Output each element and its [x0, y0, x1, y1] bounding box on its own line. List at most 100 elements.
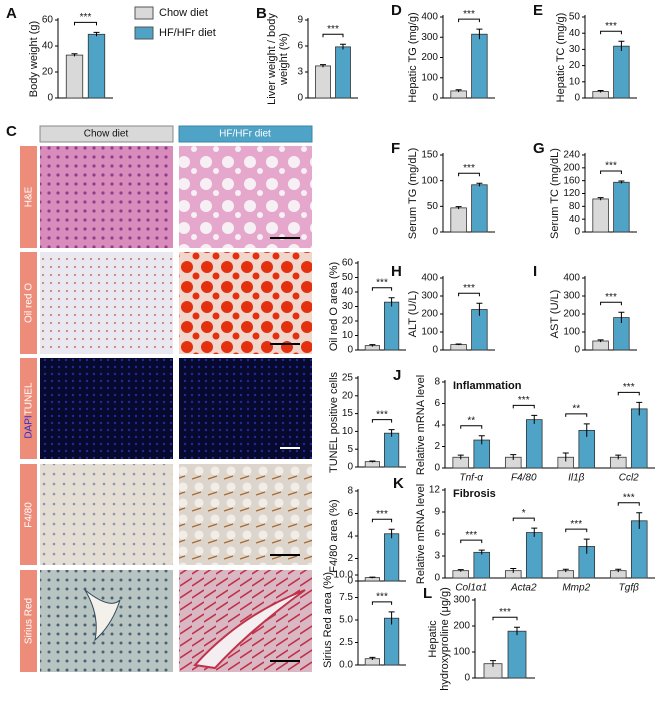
significance-bracket	[460, 425, 483, 429]
y-tick-label: 50	[342, 272, 354, 283]
significance-bracket	[565, 413, 588, 417]
significance-label: ***	[465, 530, 477, 541]
bar	[471, 33, 488, 99]
error-bar	[583, 538, 590, 554]
panel-letter: D	[391, 2, 402, 19]
error-bar	[562, 568, 569, 573]
error-bar	[388, 611, 395, 625]
row-label-strip	[20, 146, 37, 248]
significance-label: ***	[623, 382, 635, 393]
micrograph	[40, 252, 173, 354]
y-tick-label: 15	[342, 408, 354, 419]
panel-letter: H	[391, 263, 402, 280]
y-tick-label: 40	[42, 41, 54, 52]
y-tick-label: 150	[421, 150, 438, 161]
column-header-box	[39, 125, 174, 143]
significance-bracket	[565, 528, 588, 533]
panel-letter: A	[6, 5, 17, 22]
significance-bracket	[458, 18, 480, 23]
y-tick-label: 10.0	[334, 570, 354, 581]
y-tick-label: 6	[434, 398, 440, 409]
error-bar	[369, 460, 376, 463]
y-axis-label: Liver weight / body	[266, 13, 278, 105]
error-bar	[490, 660, 496, 667]
y-tick-label: 0	[574, 345, 580, 356]
bar	[630, 520, 648, 579]
panel-letter: I	[533, 263, 537, 280]
y-tick-label: 50	[569, 12, 581, 23]
y-tick-label: 100	[421, 327, 438, 338]
significance-label: ***	[623, 492, 635, 503]
bar	[613, 45, 630, 99]
y-axis-label: Relative mRNA level	[415, 484, 427, 584]
bar	[473, 551, 491, 579]
significance-label: **	[467, 415, 475, 426]
significance-label: ***	[605, 161, 617, 172]
significance-bracket	[512, 517, 535, 522]
x-tick-label: Col1α1	[455, 583, 487, 594]
y-axis-label: hydroxyproline (μg/g)	[439, 587, 451, 691]
y-tick-label: 0	[434, 463, 440, 474]
significance-label: ***	[376, 409, 388, 420]
y-tick-label: 300	[453, 595, 470, 606]
y-tick-label: 25	[342, 373, 354, 384]
y-tick-label: 5	[347, 444, 353, 455]
micrograph	[179, 252, 312, 354]
bar	[315, 65, 331, 99]
row-label-strip	[20, 464, 37, 565]
error-bar	[615, 454, 622, 460]
panel-letter: E	[533, 2, 543, 19]
significance-label: ***	[463, 163, 475, 174]
error-bar	[320, 64, 326, 68]
error-bar	[455, 89, 462, 93]
y-tick-label: 4	[434, 420, 440, 431]
y-tick-label: 20	[342, 390, 354, 401]
significance-bracket	[371, 287, 393, 291]
bar	[471, 184, 488, 233]
y-tick-label: 12	[429, 485, 441, 496]
significance-label: **	[572, 404, 580, 415]
y-tick-label: 400	[421, 12, 438, 23]
y-tick-label: 20	[569, 60, 581, 71]
y-tick-label: 60	[342, 258, 354, 269]
bar	[383, 432, 400, 468]
significance-label: ***	[605, 292, 617, 303]
y-tick-label: 4	[347, 531, 353, 542]
significance-label: ***	[80, 12, 92, 23]
row-label: F4/80	[24, 502, 35, 528]
error-bar	[531, 527, 538, 537]
panel-letter: B	[256, 5, 267, 22]
y-tick-label: 40	[342, 287, 354, 298]
y-tick-label: 0	[574, 227, 580, 238]
significance-bracket	[74, 21, 97, 26]
y-tick-label: 10	[569, 76, 581, 87]
error-bar	[583, 423, 590, 437]
y-tick-label: 400	[421, 273, 438, 284]
bar	[630, 408, 648, 469]
y-tick-label: 9	[434, 507, 440, 518]
x-tick-label: Mmp2	[562, 583, 590, 594]
significance-bracket	[492, 616, 518, 621]
significance-label: ***	[463, 283, 475, 294]
y-tick-label: 100	[453, 647, 470, 658]
significance-label: ***	[605, 21, 617, 32]
y-tick-label: 200	[563, 162, 580, 173]
error-bar	[618, 180, 625, 184]
significance-label: ***	[376, 592, 388, 603]
bar	[507, 630, 527, 679]
error-bar	[340, 43, 346, 50]
error-bar	[531, 414, 538, 424]
panel-letter: K	[393, 475, 404, 492]
significance-bracket	[322, 33, 344, 38]
significance-label: ***	[376, 509, 388, 520]
y-axis-label: AST (U/L)	[549, 290, 561, 339]
y-tick-label: 0	[47, 93, 53, 104]
legend-swatch	[134, 26, 154, 40]
y-tick-label: 0	[464, 673, 470, 684]
y-tick-label: 2	[347, 553, 353, 564]
significance-bracket	[371, 518, 393, 523]
error-bar	[476, 182, 483, 187]
y-tick-label: 0	[434, 573, 440, 584]
significance-label: ***	[518, 395, 530, 406]
